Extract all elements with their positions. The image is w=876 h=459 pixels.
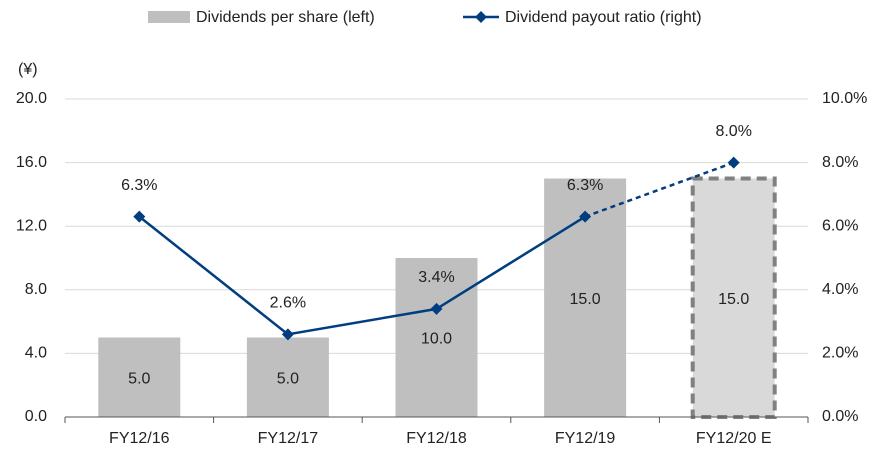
x-tick-label: FY12/16 — [109, 430, 170, 447]
y-tick-label: 8.0 — [25, 281, 47, 298]
line-marker — [430, 302, 443, 315]
y2-tick-label: 0.0% — [822, 408, 858, 425]
line-marker — [727, 156, 740, 169]
line-marker — [133, 210, 146, 223]
bar — [395, 258, 478, 417]
line-label: 6.3% — [121, 177, 157, 194]
legend-label: Dividends per share (left) — [196, 9, 375, 26]
y2-tick-label: 8.0% — [822, 154, 858, 171]
line-label: 8.0% — [715, 123, 751, 140]
bar-label: 15.0 — [570, 291, 601, 308]
line-label: 2.6% — [270, 295, 306, 312]
line-marker — [579, 210, 592, 223]
line-label: 3.4% — [418, 269, 454, 286]
y-tick-label: 16.0 — [16, 154, 47, 171]
legend-swatch — [148, 11, 190, 23]
y2-tick-label: 4.0% — [822, 281, 858, 298]
x-tick-label: FY12/18 — [406, 430, 467, 447]
unit-label: (¥) — [18, 61, 38, 78]
line — [138, 215, 586, 336]
bar — [98, 337, 181, 417]
line-marker — [281, 328, 294, 341]
bar-label: 15.0 — [718, 291, 749, 308]
line-label: 6.3% — [567, 177, 603, 194]
y2-tick-label: 6.0% — [822, 217, 858, 234]
y-tick-label: 20.0 — [16, 90, 47, 107]
legend-marker — [475, 11, 487, 23]
x-tick-label: FY12/17 — [258, 430, 319, 447]
bar-label: 5.0 — [128, 370, 150, 387]
bar — [690, 176, 777, 419]
y-tick-label: 4.0 — [25, 345, 47, 362]
bar — [246, 337, 329, 417]
legend-label: Dividend payout ratio (right) — [505, 9, 702, 26]
y-tick-label: 0.0 — [25, 408, 47, 425]
y2-tick-label: 10.0% — [822, 90, 867, 107]
bar-label: 10.0 — [421, 331, 452, 348]
x-tick-label: FY12/20 E — [696, 430, 772, 447]
x-tick-label: FY12/19 — [555, 430, 616, 447]
bar-label: 5.0 — [277, 370, 299, 387]
y2-tick-label: 2.0% — [822, 345, 858, 362]
y-tick-label: 12.0 — [16, 217, 47, 234]
